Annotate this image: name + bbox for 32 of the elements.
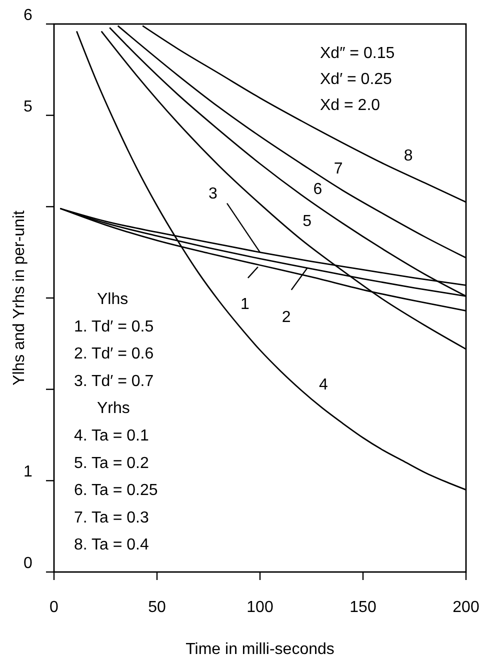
annotation: 8. Ta = 0.4 bbox=[74, 536, 149, 554]
annotation: 5 bbox=[302, 212, 312, 230]
annotation: 8 bbox=[404, 148, 413, 165]
annotation: 6. Ta = 0.25 bbox=[74, 482, 158, 500]
x-tick-label: 50 bbox=[148, 599, 166, 616]
annotation: 3 bbox=[208, 185, 218, 202]
x-tick-label: 0 bbox=[50, 599, 59, 616]
annotation: 4. Ta = 0.1 bbox=[74, 428, 149, 444]
annotation: 1. Td′ = 0.5 bbox=[74, 318, 154, 336]
y-tick-label: 0 bbox=[24, 555, 33, 572]
x-tick-label: 100 bbox=[246, 599, 274, 616]
x-tick-label: 150 bbox=[350, 599, 376, 616]
x-axis-title: Time in milli-seconds bbox=[186, 641, 334, 658]
annotation: 6 bbox=[313, 180, 322, 198]
annotation: 5. Ta = 0.2 bbox=[74, 454, 149, 472]
annotation: 7. Ta = 0.3 bbox=[74, 509, 149, 526]
annotation: Xd″ = 0.15 bbox=[320, 45, 395, 62]
annotation: 1 bbox=[240, 296, 250, 313]
y-tick-label: 1 bbox=[24, 464, 33, 481]
x-tick-label: 200 bbox=[452, 599, 480, 616]
annotation: Xd = 2.0 bbox=[320, 97, 380, 114]
annotation: 7 bbox=[334, 160, 343, 178]
annotation: Yrhs bbox=[97, 400, 130, 418]
annotation: Ylhs bbox=[97, 291, 128, 308]
y-axis-title: Ylhs and Yrhs in per-unit bbox=[11, 210, 28, 386]
annotation: 2 bbox=[282, 308, 291, 326]
annotation: 2. Td′ = 0.6 bbox=[74, 346, 154, 363]
annotation: 4 bbox=[319, 376, 328, 394]
y-tick-label: 5 bbox=[24, 98, 33, 116]
annotation: 3. Td′ = 0.7 bbox=[74, 372, 154, 390]
annotation: Xd′ = 0.25 bbox=[320, 71, 392, 88]
y-tick-label: 6 bbox=[24, 7, 33, 24]
